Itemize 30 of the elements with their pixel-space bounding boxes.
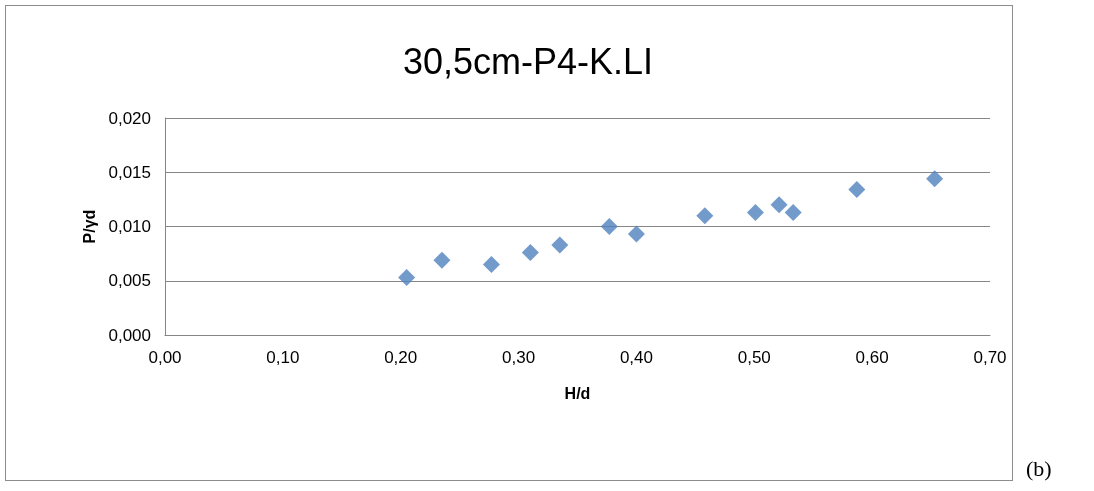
point [600,218,618,235]
y-tick-label: 0,020 [108,108,151,128]
y-tick-label: 0,015 [108,162,151,182]
x-tick-label: 0,60 [855,348,889,367]
y-tick-label: 0,000 [108,325,151,345]
chart-title: 30,5cm-P4-K.LI [402,40,654,82]
point [696,207,714,225]
point [926,170,944,188]
point [746,203,764,221]
point [551,236,569,254]
x-tick-label: 0,30 [502,348,536,367]
x-tick-label: 0,70 [973,348,1007,367]
point [482,255,500,273]
y-tick-label: 0,010 [108,217,151,236]
x-tick-label: 0,10 [266,348,300,367]
point [627,225,645,243]
point [398,268,416,286]
x-tick-label: 0,40 [619,348,653,367]
x-tick-label: 0,00 [148,348,182,367]
point [770,196,788,214]
text: (b) [1026,456,1052,482]
y-tick-label: 0,005 [108,271,151,291]
y-axis-title: P/γd [81,209,99,244]
point [521,244,539,262]
point [784,203,802,221]
point [848,181,866,199]
x-axis-title: H/d [564,384,591,402]
point [433,251,451,269]
x-tick-label: 0,20 [384,348,418,367]
x-tick-label: 0,50 [737,348,771,367]
